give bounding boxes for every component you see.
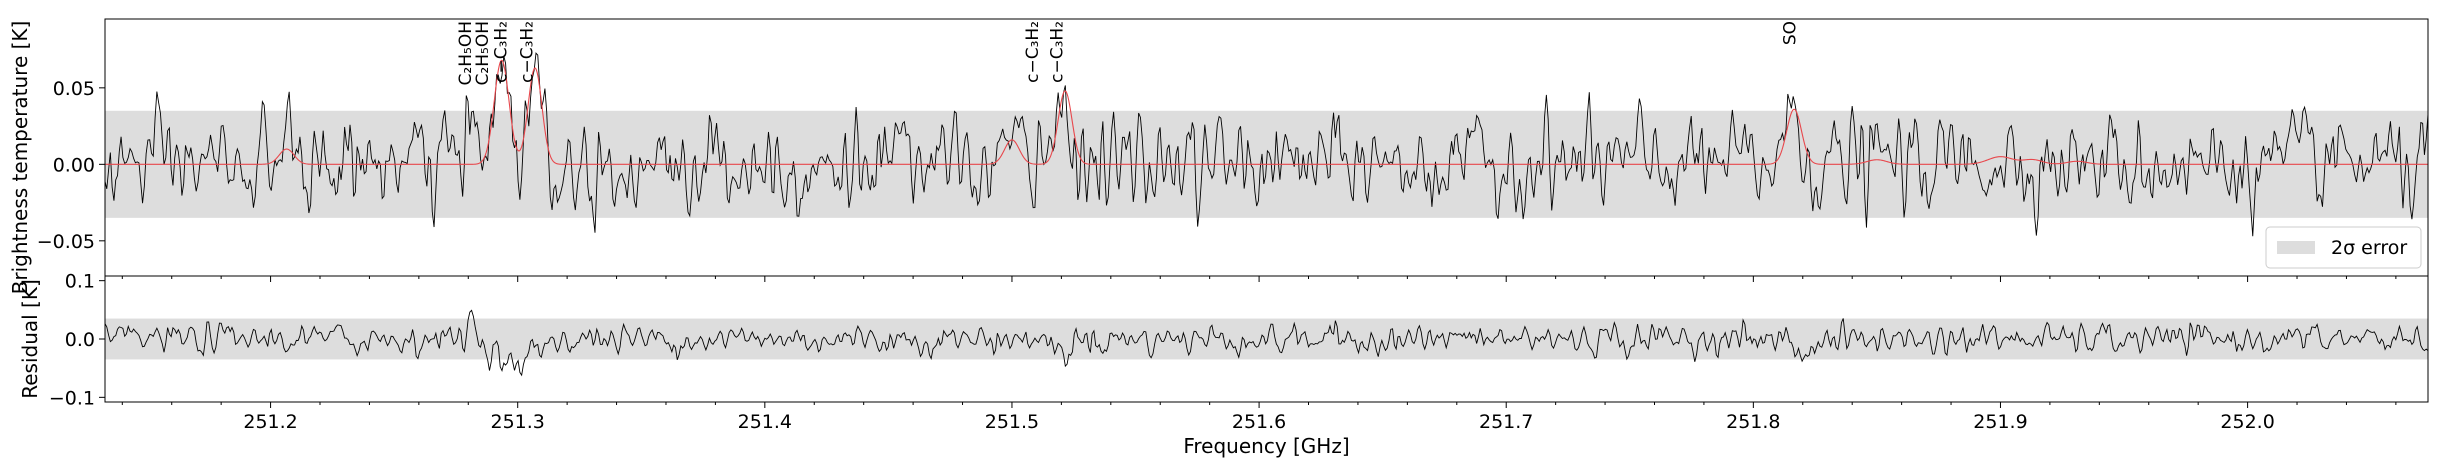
model-spectrum-line (105, 59, 2428, 165)
residual-panel: −0.10.00.1 251.2 251.3 251.4 251.5 251.6 251.… (18, 271, 2429, 458)
residual-y-tick-label: −0.1 (49, 387, 95, 409)
residual-y-tick-label: 0.1 (65, 271, 95, 293)
residual-y-axis-label: Residual [K] (18, 279, 42, 399)
x-tick-label: 251.7 (1479, 411, 1533, 433)
top-y-tick-label: −0.05 (37, 231, 95, 253)
top-y-tick-label: 0.05 (53, 78, 95, 100)
x-tick-label: 252.0 (2220, 411, 2274, 433)
residual-line (104, 309, 2429, 377)
top-x-ticks (121, 276, 2397, 282)
x-tick-label: 251.9 (1973, 411, 2027, 433)
x-tick-label: 251.2 (243, 411, 297, 433)
residual-error-band (105, 318, 2428, 360)
legend-label: 2σ error (2331, 237, 2407, 259)
line-label: SO (1780, 21, 1800, 45)
line-label: c−C₃H₂ (492, 21, 512, 83)
top-series-group (104, 52, 2429, 237)
legend: 2σ error (2265, 226, 2422, 269)
top-y-ticks: −0.05 0.00 0.05 (37, 78, 105, 253)
x-tick-label: 251.6 (1232, 411, 1286, 433)
residual-x-ticks: 251.2 251.3 251.4 251.5 251.6 251.7 251.8 251.9… (121, 402, 2397, 433)
residual-series-group (104, 309, 2429, 377)
line-label: C₂H₅OH (456, 21, 476, 85)
top-y-axis-label: Brightness temperature [K] (8, 21, 32, 295)
legend-box (2265, 226, 2422, 269)
residual-y-tick-label: 0.0 (65, 329, 95, 351)
x-tick-label: 251.3 (491, 411, 545, 433)
line-label: c−C₃H₂ (1023, 21, 1043, 83)
x-axis-label: Frequency [GHz] (1183, 434, 1349, 458)
line-label: c−C₃H₂ (518, 21, 538, 83)
x-tick-label: 251.4 (738, 411, 792, 433)
x-tick-label: 251.8 (1726, 411, 1780, 433)
top-y-tick-label: 0.00 (53, 154, 95, 176)
line-label: C₂H₅OH (473, 21, 493, 85)
residual-y-ticks: −0.1 0.0 0.1 (49, 271, 105, 409)
legend-swatch (2277, 241, 2315, 254)
line-label: c−C₃H₂ (1048, 21, 1068, 83)
x-tick-label: 251.5 (985, 411, 1039, 433)
